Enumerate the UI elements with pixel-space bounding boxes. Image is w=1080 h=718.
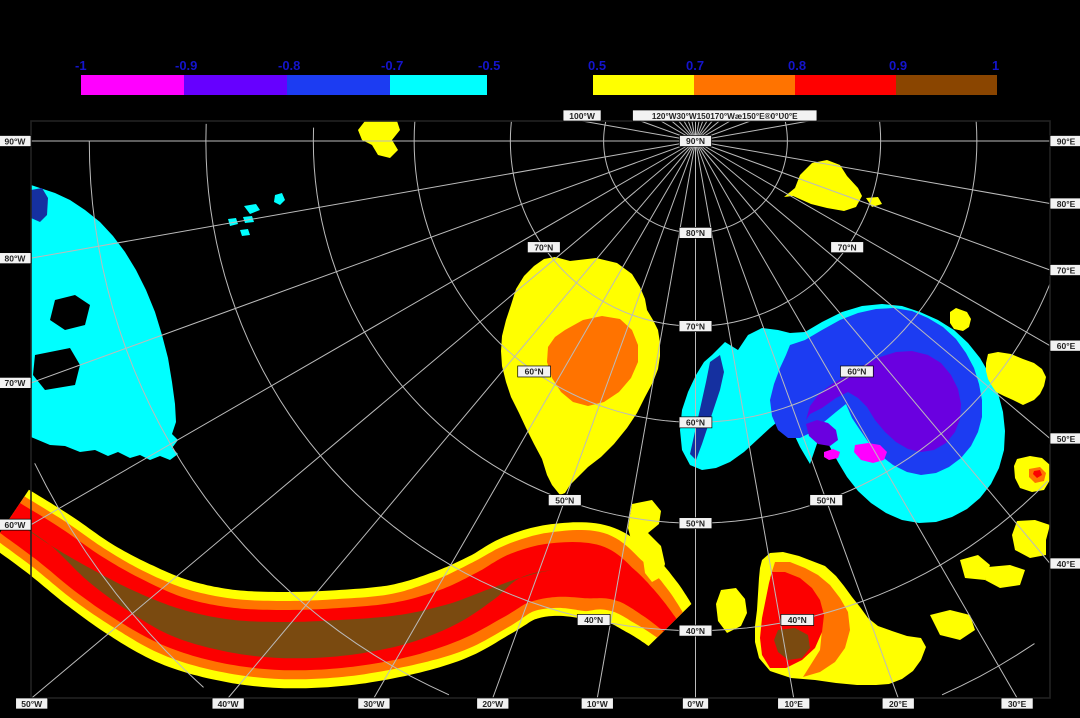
svg-text:10°E: 10°E xyxy=(784,699,803,709)
svg-text:90°N: 90°N xyxy=(686,136,705,146)
svg-text:30°W: 30°W xyxy=(363,699,385,709)
svg-text:40°N: 40°N xyxy=(686,626,705,636)
svg-text:40°E: 40°E xyxy=(1057,559,1076,569)
svg-text:60°N: 60°N xyxy=(686,418,705,428)
svg-text:40°W: 40°W xyxy=(218,699,240,709)
svg-text:70°N: 70°N xyxy=(534,242,553,252)
svg-text:50°E: 50°E xyxy=(1057,434,1076,444)
svg-text:60°E: 60°E xyxy=(1057,341,1076,351)
svg-text:100°W: 100°W xyxy=(569,111,596,121)
svg-text:80°N: 80°N xyxy=(686,228,705,238)
svg-text:80°W: 80°W xyxy=(5,253,27,263)
svg-text:0°W: 0°W xyxy=(687,699,704,709)
svg-text:70°N: 70°N xyxy=(686,321,705,331)
svg-text:90°W: 90°W xyxy=(5,136,27,146)
svg-text:120°W30°W150170°Wæ150°E®0°Ʋ0°E: 120°W30°W150170°Wæ150°E®0°Ʋ0°E xyxy=(652,112,798,121)
svg-text:60°N: 60°N xyxy=(525,367,544,377)
svg-text:50°N: 50°N xyxy=(555,495,574,505)
svg-text:80°E: 80°E xyxy=(1057,199,1076,209)
svg-text:60°W: 60°W xyxy=(5,520,27,530)
svg-text:20°W: 20°W xyxy=(482,699,504,709)
svg-text:70°N: 70°N xyxy=(838,242,857,252)
svg-text:30°E: 30°E xyxy=(1008,699,1027,709)
svg-text:20°E: 20°E xyxy=(889,699,908,709)
svg-text:50°N: 50°N xyxy=(686,518,705,528)
svg-text:70°E: 70°E xyxy=(1057,265,1076,275)
svg-text:50°W: 50°W xyxy=(21,699,43,709)
svg-text:40°N: 40°N xyxy=(788,615,807,625)
svg-text:60°N: 60°N xyxy=(847,367,866,377)
svg-text:40°N: 40°N xyxy=(584,615,603,625)
svg-text:10°W: 10°W xyxy=(587,699,609,709)
svg-text:70°W: 70°W xyxy=(5,378,27,388)
svg-text:50°N: 50°N xyxy=(817,495,836,505)
svg-text:90°E: 90°E xyxy=(1057,136,1076,146)
